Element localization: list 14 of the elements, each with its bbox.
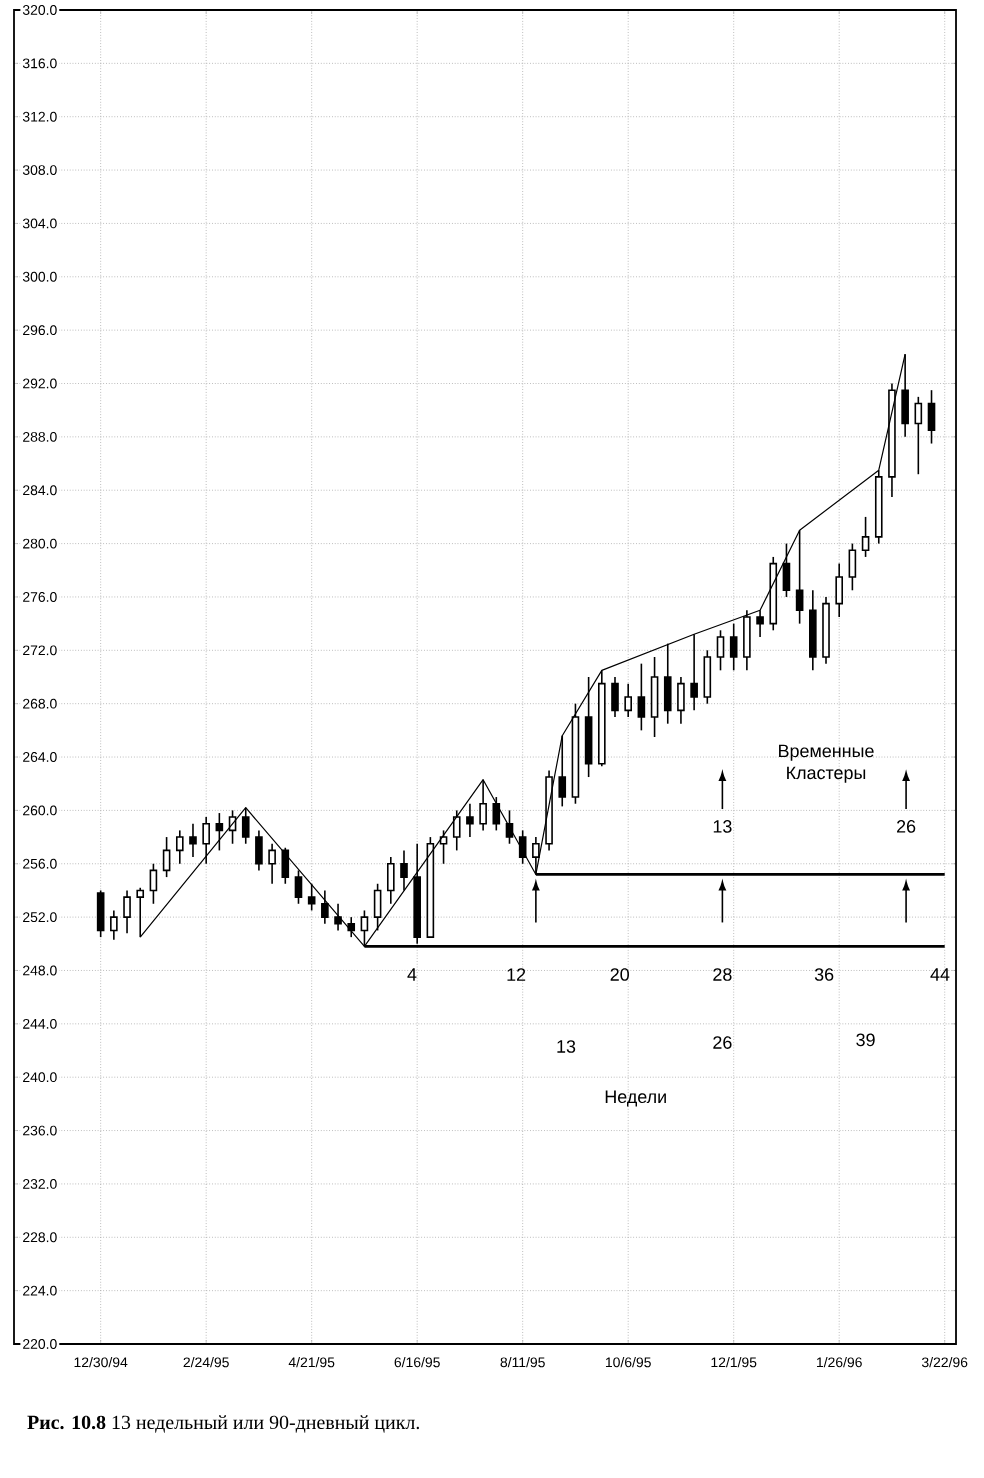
annotation: 20: [610, 968, 629, 981]
annotation: 13: [557, 1040, 576, 1053]
annotation: Недели: [605, 1090, 666, 1107]
text: Рис. 10.8 13 недельный или 90-дневный цикл.: [27, 1415, 419, 1433]
annotation: 28: [713, 968, 732, 981]
annotation: 12: [507, 968, 526, 981]
annotation: 26: [713, 1036, 732, 1049]
annotation: 13: [713, 820, 732, 833]
annotation: 36: [814, 968, 834, 981]
annotation: 39: [856, 1033, 875, 1047]
annotation: 4: [407, 968, 417, 981]
annotation: 26: [897, 820, 916, 833]
annotation: 44: [930, 968, 950, 981]
annotation: Временные Кластеры: [779, 744, 874, 783]
